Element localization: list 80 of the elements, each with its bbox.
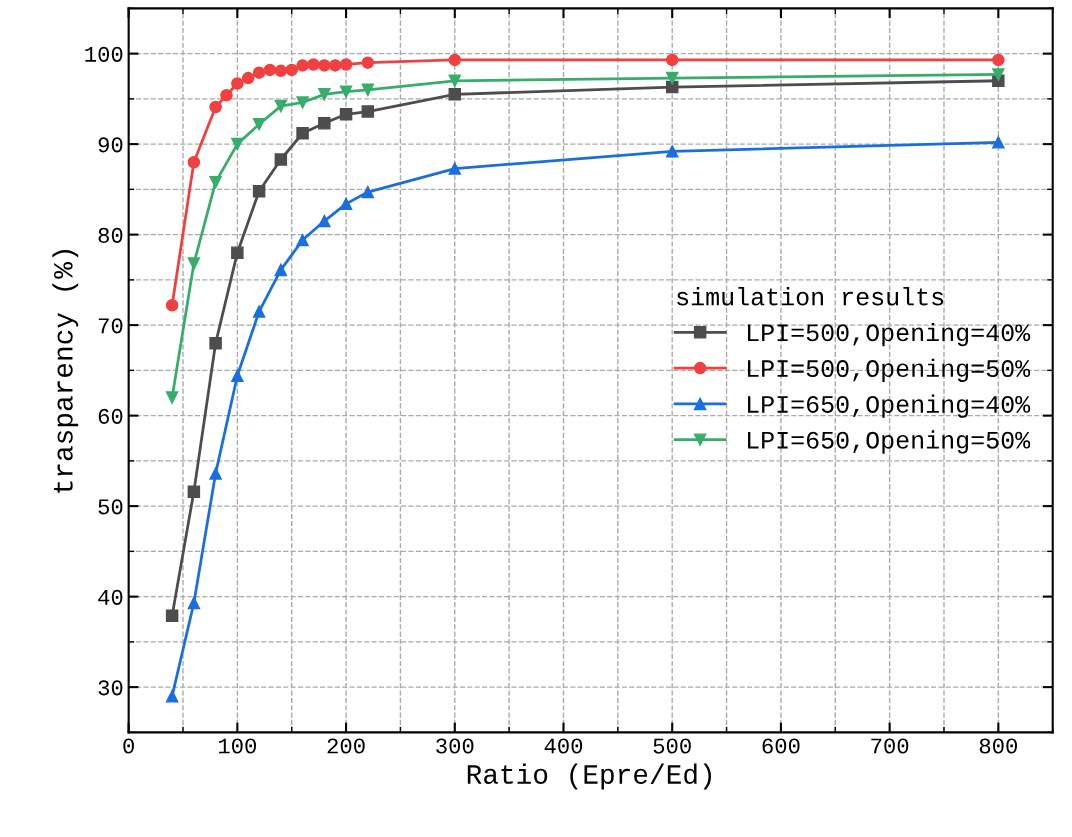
point xyxy=(339,197,353,211)
point xyxy=(339,58,353,71)
point xyxy=(252,66,266,79)
point xyxy=(665,145,679,158)
point xyxy=(307,58,320,71)
point xyxy=(165,689,179,703)
point xyxy=(165,391,179,404)
point xyxy=(361,83,375,97)
point xyxy=(231,137,244,151)
x-tick-label: 100 xyxy=(218,738,256,754)
point xyxy=(209,100,222,114)
x-axis-title: Ratio (Epre/Ed) xyxy=(467,763,712,790)
x-tick-label: 0 xyxy=(123,738,134,754)
point xyxy=(209,467,222,480)
point xyxy=(361,105,375,118)
point xyxy=(252,305,266,318)
x-tick-label: 300 xyxy=(436,738,474,754)
point xyxy=(241,71,255,85)
point xyxy=(220,88,233,102)
point xyxy=(296,96,309,109)
point xyxy=(361,185,375,199)
point xyxy=(339,85,353,98)
point xyxy=(328,59,342,72)
y-tick-label: 60 xyxy=(98,408,123,424)
y-axis-title: trasparency (%) xyxy=(52,250,79,493)
legend-label: LPI=500,Opening=40% xyxy=(748,322,1031,347)
point xyxy=(992,53,1005,67)
point xyxy=(339,108,353,121)
point xyxy=(665,71,679,85)
point xyxy=(274,153,288,166)
point xyxy=(231,369,244,383)
x-tick-label: 400 xyxy=(544,738,583,754)
y-tick-label: 80 xyxy=(98,227,123,243)
point xyxy=(187,257,201,270)
y-tick-label: 70 xyxy=(98,318,123,334)
legend-label: LPI=650,Opening=40% xyxy=(748,394,1031,418)
y-tick-label: 90 xyxy=(98,137,123,153)
x-tick-label: 200 xyxy=(327,738,365,754)
point xyxy=(187,155,201,169)
legend-label: LPI=650,Opening=50% xyxy=(748,430,1031,454)
point xyxy=(296,59,309,72)
y-tick-label: 30 xyxy=(98,680,123,696)
point xyxy=(165,609,179,622)
point xyxy=(318,88,331,101)
point xyxy=(296,127,309,140)
x-tick-label: 500 xyxy=(653,738,691,754)
point xyxy=(448,88,462,101)
x-tick-label: 600 xyxy=(762,738,800,754)
point xyxy=(448,74,462,88)
y-tick-label: 50 xyxy=(98,499,123,515)
point xyxy=(165,298,179,312)
point xyxy=(361,56,375,69)
point xyxy=(992,68,1005,81)
point xyxy=(318,59,331,72)
legend-label: LPI=500,Opening=50% xyxy=(748,358,1031,383)
point xyxy=(263,63,277,77)
point xyxy=(187,485,201,498)
y-tick-label: 100 xyxy=(85,46,123,62)
point xyxy=(992,136,1005,149)
point xyxy=(274,64,288,78)
point xyxy=(252,117,266,131)
point xyxy=(665,53,679,67)
point xyxy=(448,162,462,175)
legend-title: simulation results xyxy=(677,287,944,306)
point xyxy=(274,263,288,277)
point xyxy=(285,63,298,77)
point xyxy=(318,214,331,228)
point xyxy=(252,184,266,198)
point xyxy=(187,596,201,610)
point xyxy=(231,246,244,259)
x-tick-label: 700 xyxy=(871,738,909,754)
x-tick-label: 800 xyxy=(979,738,1017,754)
point xyxy=(274,99,288,113)
point xyxy=(209,336,222,350)
y-tick-label: 40 xyxy=(98,589,123,605)
point xyxy=(209,175,222,189)
point xyxy=(448,53,462,67)
point xyxy=(296,233,309,247)
point xyxy=(231,77,244,90)
point xyxy=(318,117,331,130)
